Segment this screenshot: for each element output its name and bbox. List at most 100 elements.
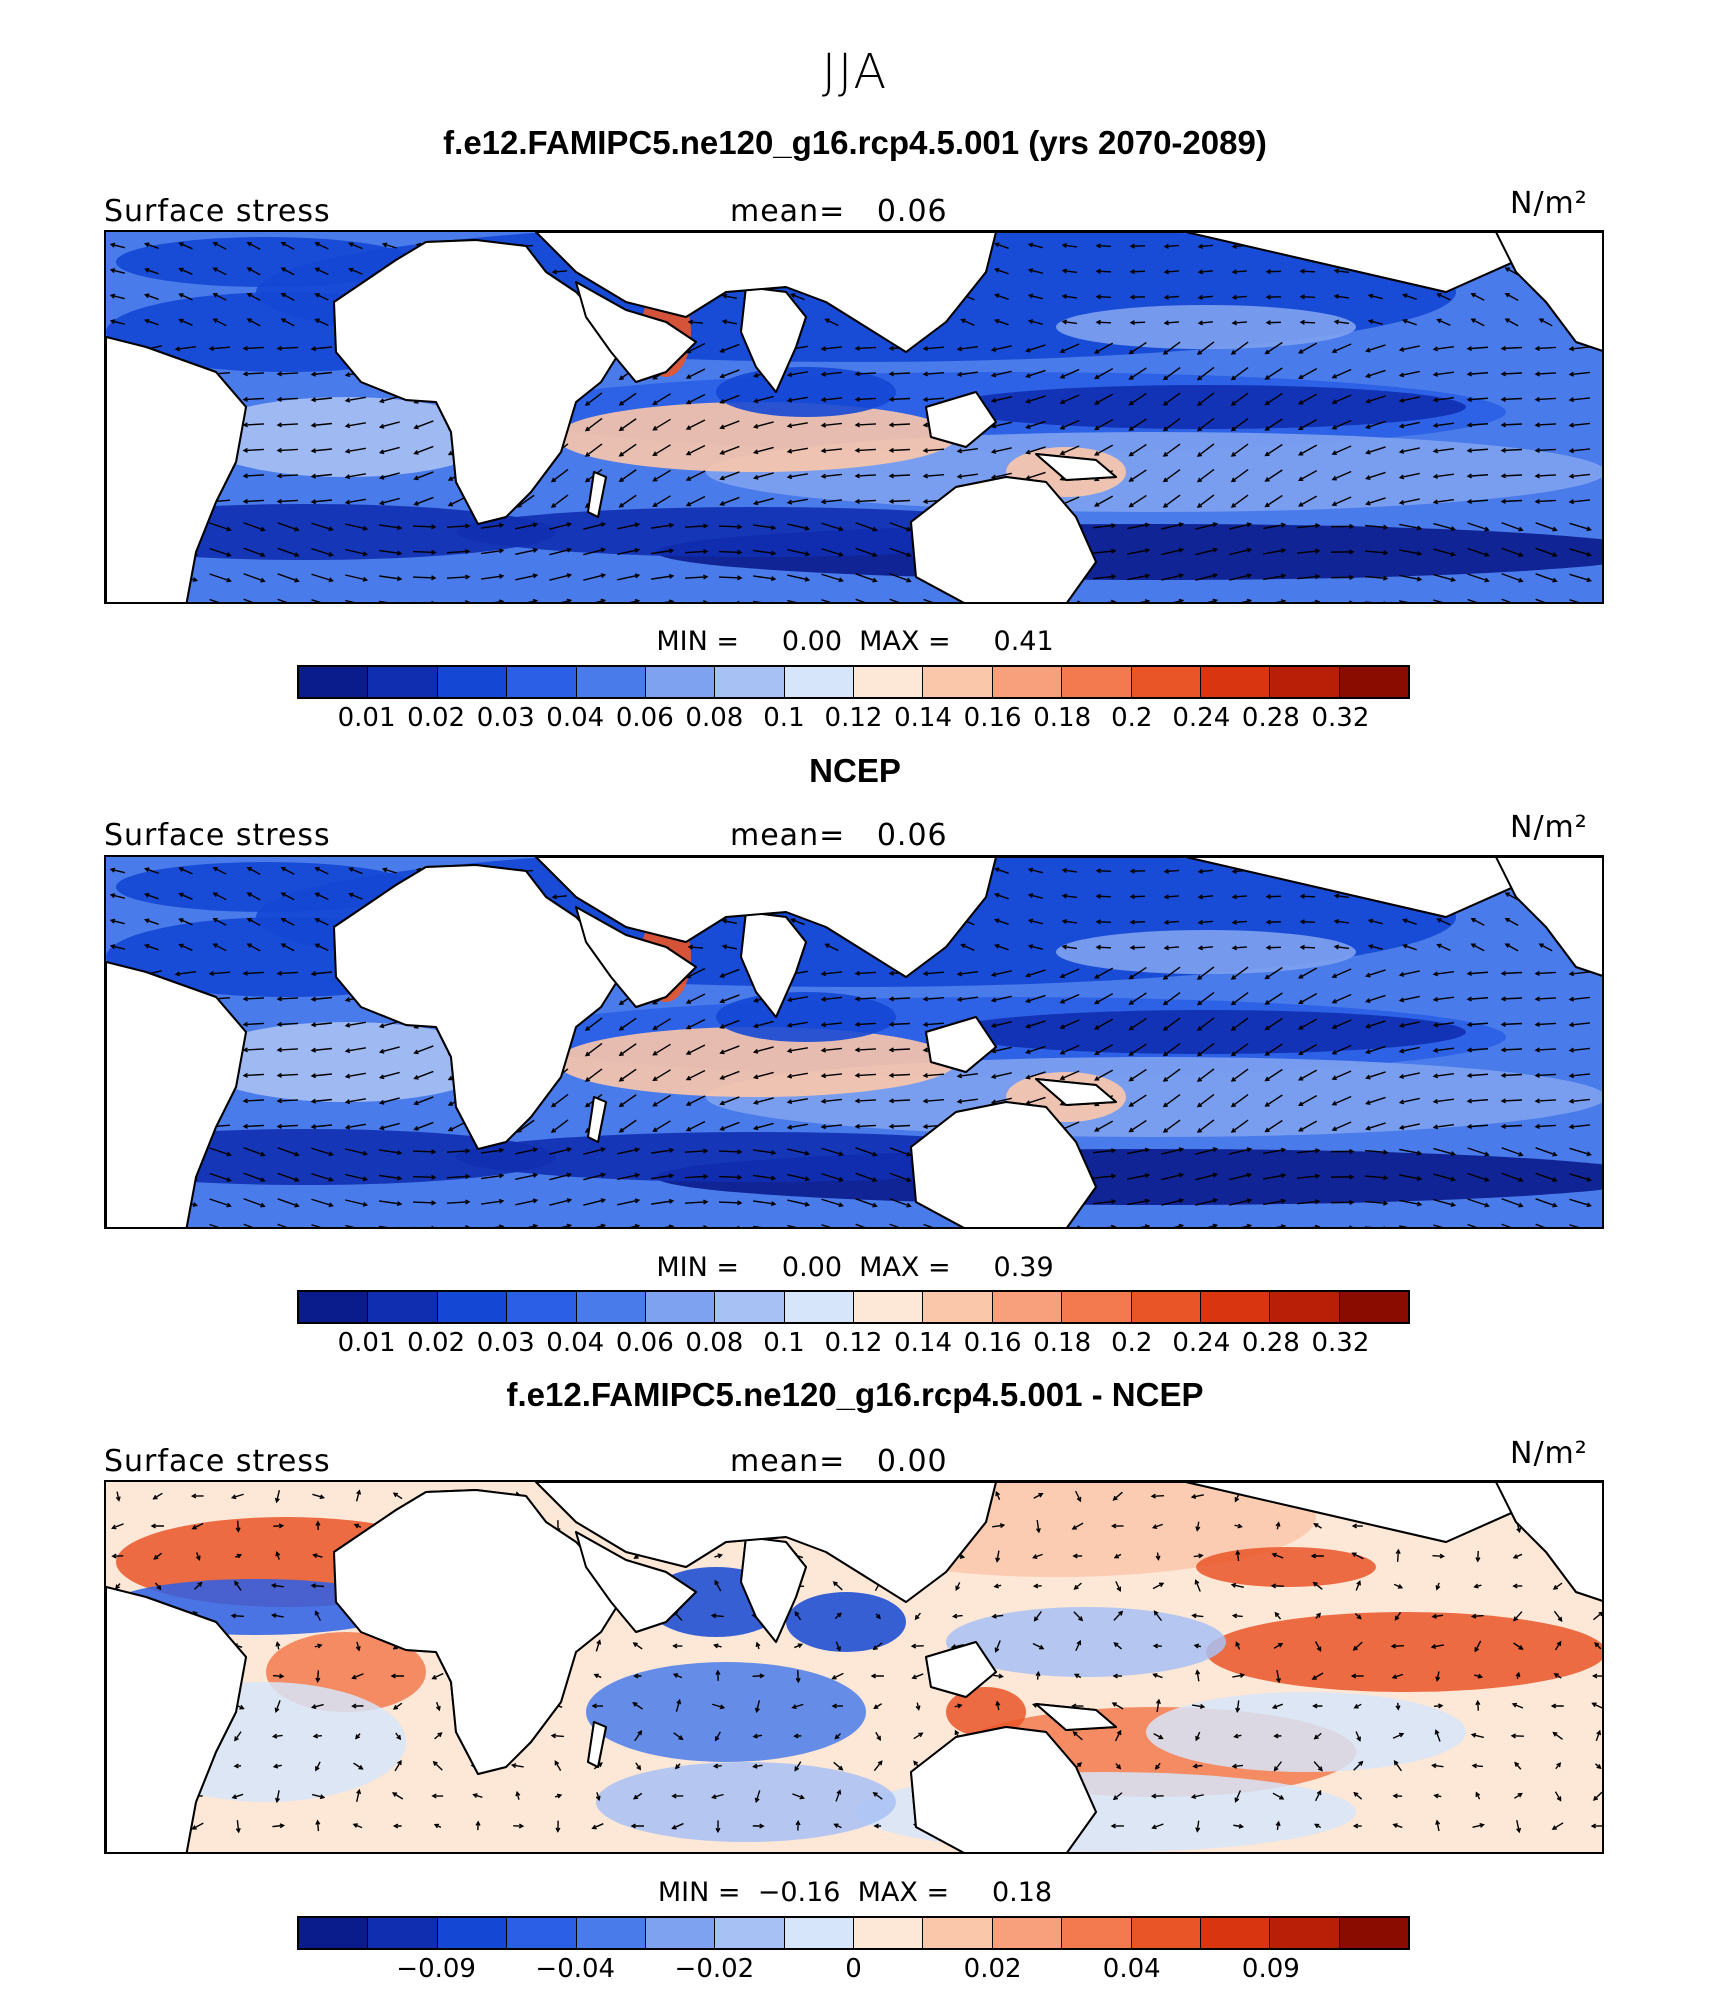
stress-arrowhead xyxy=(1197,320,1203,326)
stress-arrowhead xyxy=(1439,1553,1446,1559)
stress-arrowhead xyxy=(1144,1147,1151,1153)
stress-arrowhead xyxy=(998,1673,1004,1679)
stress-arrowhead xyxy=(714,1579,720,1585)
stress-arrowhead xyxy=(447,450,454,456)
stress-arrowhead xyxy=(1466,970,1472,977)
stress-arrow xyxy=(1501,1223,1512,1227)
stress-arrowhead xyxy=(799,1794,805,1800)
stress-arrow xyxy=(527,600,537,602)
stress-arrowhead xyxy=(310,346,317,352)
stress-arrowhead xyxy=(1128,1076,1134,1082)
stress-arrow xyxy=(243,598,254,602)
stress-arrow xyxy=(651,1174,673,1180)
stress-arrowhead xyxy=(328,526,334,532)
stress-arrow xyxy=(116,1491,120,1501)
stress-arrowhead xyxy=(1151,1824,1157,1830)
stress-arrow xyxy=(1198,270,1214,273)
stress-arrow xyxy=(1467,971,1489,975)
stress-arrow xyxy=(675,1700,681,1712)
stress-arrow xyxy=(957,371,979,376)
stress-arrowhead xyxy=(1112,1795,1119,1801)
stress-arrow xyxy=(346,447,366,453)
field-blob xyxy=(946,1607,1226,1677)
stress-arrow xyxy=(821,422,843,427)
stress-arrowhead xyxy=(1071,1525,1077,1530)
stress-arrowhead xyxy=(872,526,878,532)
stress-arrow xyxy=(1467,1172,1489,1182)
stress-arrowhead xyxy=(1500,1021,1506,1027)
stress-arrow xyxy=(512,1764,524,1768)
stress-arrow xyxy=(414,1070,434,1080)
stress-arrowhead xyxy=(1349,1174,1355,1180)
stress-arrow xyxy=(311,422,333,427)
stress-arrow xyxy=(1265,1017,1283,1031)
stress-arrowhead xyxy=(820,499,827,505)
stress-arrowhead xyxy=(310,499,317,505)
colorbar-swatch xyxy=(576,1918,646,1948)
stress-arrow xyxy=(311,1073,333,1077)
stress-arrowhead xyxy=(310,1124,317,1130)
stress-arrowhead xyxy=(1095,268,1101,274)
stress-arrow xyxy=(1535,423,1557,426)
stress-arrow xyxy=(995,1640,1001,1652)
land-mask xyxy=(910,1101,1097,1227)
stress-arrowhead xyxy=(1144,573,1151,579)
panel-3-colorbar xyxy=(297,1916,1410,1950)
stress-arrow xyxy=(1332,1044,1352,1055)
stress-arrow xyxy=(1471,918,1485,926)
stress-arrowhead xyxy=(431,1174,437,1180)
stress-arrow xyxy=(617,1199,639,1206)
stress-arrowhead xyxy=(770,525,777,531)
stress-arrow xyxy=(1433,1198,1455,1207)
stress-arrowhead xyxy=(328,577,334,583)
stress-arrow xyxy=(311,1198,333,1207)
stress-arrow xyxy=(1197,494,1215,508)
stress-arrowhead xyxy=(1466,447,1472,454)
stress-arrow xyxy=(995,944,1009,951)
stress-arrowhead xyxy=(1093,974,1100,979)
stress-arrowhead xyxy=(1534,498,1540,504)
stress-arrowhead xyxy=(498,1224,505,1227)
stress-arrow xyxy=(1433,573,1455,582)
stress-arrow xyxy=(209,1223,220,1227)
stress-arrowhead xyxy=(1297,451,1304,456)
stress-arrow xyxy=(754,421,774,428)
stress-arrowhead xyxy=(600,573,607,579)
stress-arrow xyxy=(462,1226,469,1227)
stress-arrow xyxy=(686,1044,706,1055)
stress-arrow xyxy=(1467,1022,1489,1026)
stress-arrowhead xyxy=(632,1794,639,1800)
stress-arrowhead xyxy=(1552,1584,1559,1590)
stress-arrowhead xyxy=(397,1226,399,1227)
colorbar-swatch xyxy=(1131,667,1201,697)
stress-arrowhead xyxy=(1061,893,1068,899)
stress-arrowhead xyxy=(820,448,827,454)
stress-arrow xyxy=(311,599,322,602)
stress-arrowhead xyxy=(990,971,997,977)
stress-arrow xyxy=(1274,1761,1282,1771)
stress-arrowhead xyxy=(755,1641,761,1648)
stress-arrowhead xyxy=(144,242,150,248)
stress-arrowhead xyxy=(1394,1615,1400,1621)
stress-arrow xyxy=(1195,523,1217,530)
stress-arrow xyxy=(1298,470,1318,481)
stress-arrow xyxy=(1127,1148,1149,1155)
stress-arrowhead xyxy=(1230,1076,1236,1082)
stress-arrow xyxy=(1139,600,1149,602)
stress-arrowhead xyxy=(1246,573,1253,579)
colorbar-swatch xyxy=(854,1292,924,1322)
stress-arrowhead xyxy=(703,1148,709,1154)
stress-arrowhead xyxy=(833,1823,839,1829)
stress-arrow xyxy=(1364,524,1388,529)
panel-3-minmax: MIN = −0.16 MAX = 0.18 xyxy=(657,1877,1053,1908)
stress-arrow xyxy=(243,499,265,503)
stress-arrow xyxy=(1060,368,1080,379)
stress-arrowhead xyxy=(226,1177,232,1182)
stress-arrowhead xyxy=(824,943,830,949)
stress-arrow xyxy=(434,1732,442,1740)
stress-arrowhead xyxy=(636,1765,642,1771)
stress-arrowhead xyxy=(911,1674,917,1680)
stress-arrow xyxy=(1433,422,1455,427)
stress-arrow xyxy=(653,1018,671,1030)
stress-arrowhead xyxy=(315,1520,321,1526)
